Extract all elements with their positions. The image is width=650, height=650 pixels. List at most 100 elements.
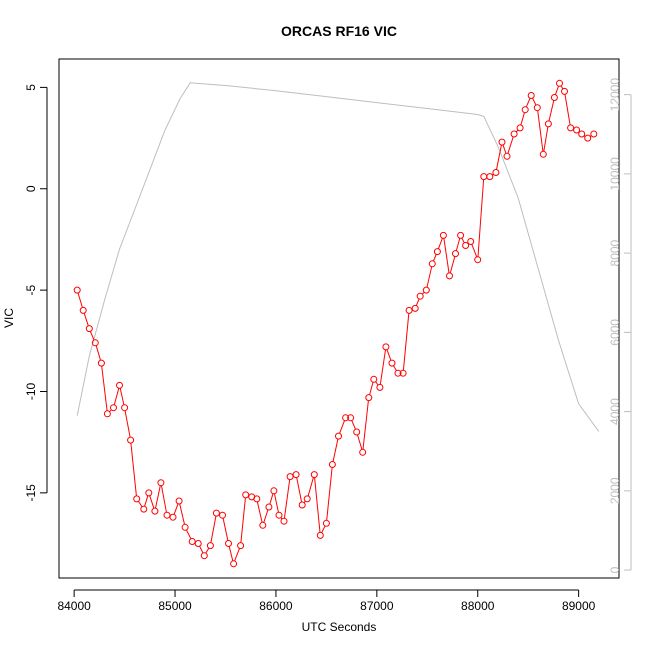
series-segment — [443, 238, 450, 274]
data-point — [388, 359, 396, 367]
y2-tick-label: 0 — [608, 566, 622, 573]
data-point — [97, 359, 105, 367]
data-point — [237, 542, 245, 550]
series-layer — [73, 79, 600, 568]
data-point — [422, 286, 430, 294]
series-segment — [520, 112, 525, 126]
series-segment — [326, 467, 333, 521]
series-segment — [393, 365, 397, 371]
series-segment — [461, 237, 465, 244]
data-point — [516, 124, 524, 132]
series-segment — [314, 477, 321, 533]
series-segment — [339, 420, 345, 434]
data-point — [110, 404, 117, 412]
data-point — [200, 552, 208, 560]
data-point — [376, 383, 384, 391]
data-point — [590, 130, 598, 138]
data-point — [303, 495, 311, 503]
data-point — [486, 173, 494, 181]
series-segment — [83, 313, 89, 326]
data-point — [399, 369, 407, 377]
data-point — [298, 501, 306, 509]
series-segment — [537, 110, 544, 152]
data-point — [163, 511, 171, 519]
data-point — [219, 511, 226, 519]
data-point — [169, 513, 177, 521]
y2-tick-label: 6000 — [608, 319, 622, 346]
data-point — [310, 471, 318, 479]
data-point — [462, 242, 470, 249]
series-segment — [256, 501, 263, 523]
data-point — [503, 152, 511, 160]
series-segment — [77, 292, 83, 308]
data-point — [121, 404, 129, 412]
series-segment — [449, 256, 456, 274]
series-segment — [296, 477, 303, 503]
data-point — [510, 130, 518, 138]
y2-tick-label: 8000 — [608, 239, 622, 266]
data-point — [411, 304, 419, 312]
series-segment — [332, 438, 339, 462]
x-tick-label: 87000 — [360, 599, 394, 613]
x-tick-label: 89000 — [562, 599, 596, 613]
axes-layer: 84000 85000 86000 87000 88000 89000 5 0 -5 -10 -15… — [24, 78, 632, 613]
series-segment — [124, 410, 131, 438]
series-segment — [222, 517, 229, 541]
data-point — [474, 256, 482, 264]
data-point — [382, 343, 390, 351]
series-segment — [149, 495, 155, 509]
series-segment — [386, 349, 392, 361]
data-point — [280, 517, 288, 525]
data-point — [405, 306, 413, 314]
data-point — [85, 325, 93, 333]
data-point — [567, 124, 575, 132]
y2-tick-label: 4000 — [608, 398, 622, 425]
series-segment — [560, 85, 564, 90]
series-segment — [471, 244, 478, 258]
series-segment — [205, 547, 210, 554]
data-point — [539, 150, 547, 158]
data-point — [446, 272, 453, 280]
data-point — [175, 497, 183, 505]
series-segment — [496, 145, 502, 170]
series-segment — [89, 331, 95, 341]
series-segment — [179, 503, 185, 525]
data-point — [527, 92, 535, 99]
series-segment — [155, 485, 161, 509]
data-point — [556, 79, 563, 87]
chart-title: ORCAS RF16 VIC — [281, 23, 397, 39]
series-segment — [351, 420, 356, 430]
series-segment — [369, 382, 374, 395]
series-segment — [307, 477, 314, 497]
y-tick-label: -10 — [24, 382, 38, 400]
data-point — [561, 87, 568, 95]
x-tick-label: 88000 — [461, 599, 495, 613]
series-segment — [113, 388, 120, 405]
series-segment — [263, 509, 269, 523]
data-point — [328, 461, 336, 468]
series-segment — [130, 443, 137, 496]
data-point — [433, 248, 441, 256]
x-axis-label: UTC Seconds — [302, 620, 377, 634]
series-segment — [507, 136, 514, 154]
data-point — [573, 126, 581, 134]
data-point — [439, 231, 447, 239]
data-point — [452, 250, 459, 258]
series-segment — [426, 266, 433, 288]
series-segment — [433, 254, 437, 262]
data-point — [73, 286, 81, 294]
series-segment — [402, 313, 410, 371]
series-segment — [199, 545, 204, 554]
data-point — [116, 381, 123, 389]
series-segment — [532, 97, 537, 106]
data-point — [127, 436, 135, 444]
data-point — [457, 231, 465, 239]
data-point — [365, 394, 373, 402]
data-point — [394, 369, 402, 377]
series-segment — [274, 493, 279, 513]
data-point — [544, 120, 552, 128]
data-point — [253, 495, 261, 503]
data-point — [428, 260, 436, 268]
series-segment — [240, 497, 246, 543]
